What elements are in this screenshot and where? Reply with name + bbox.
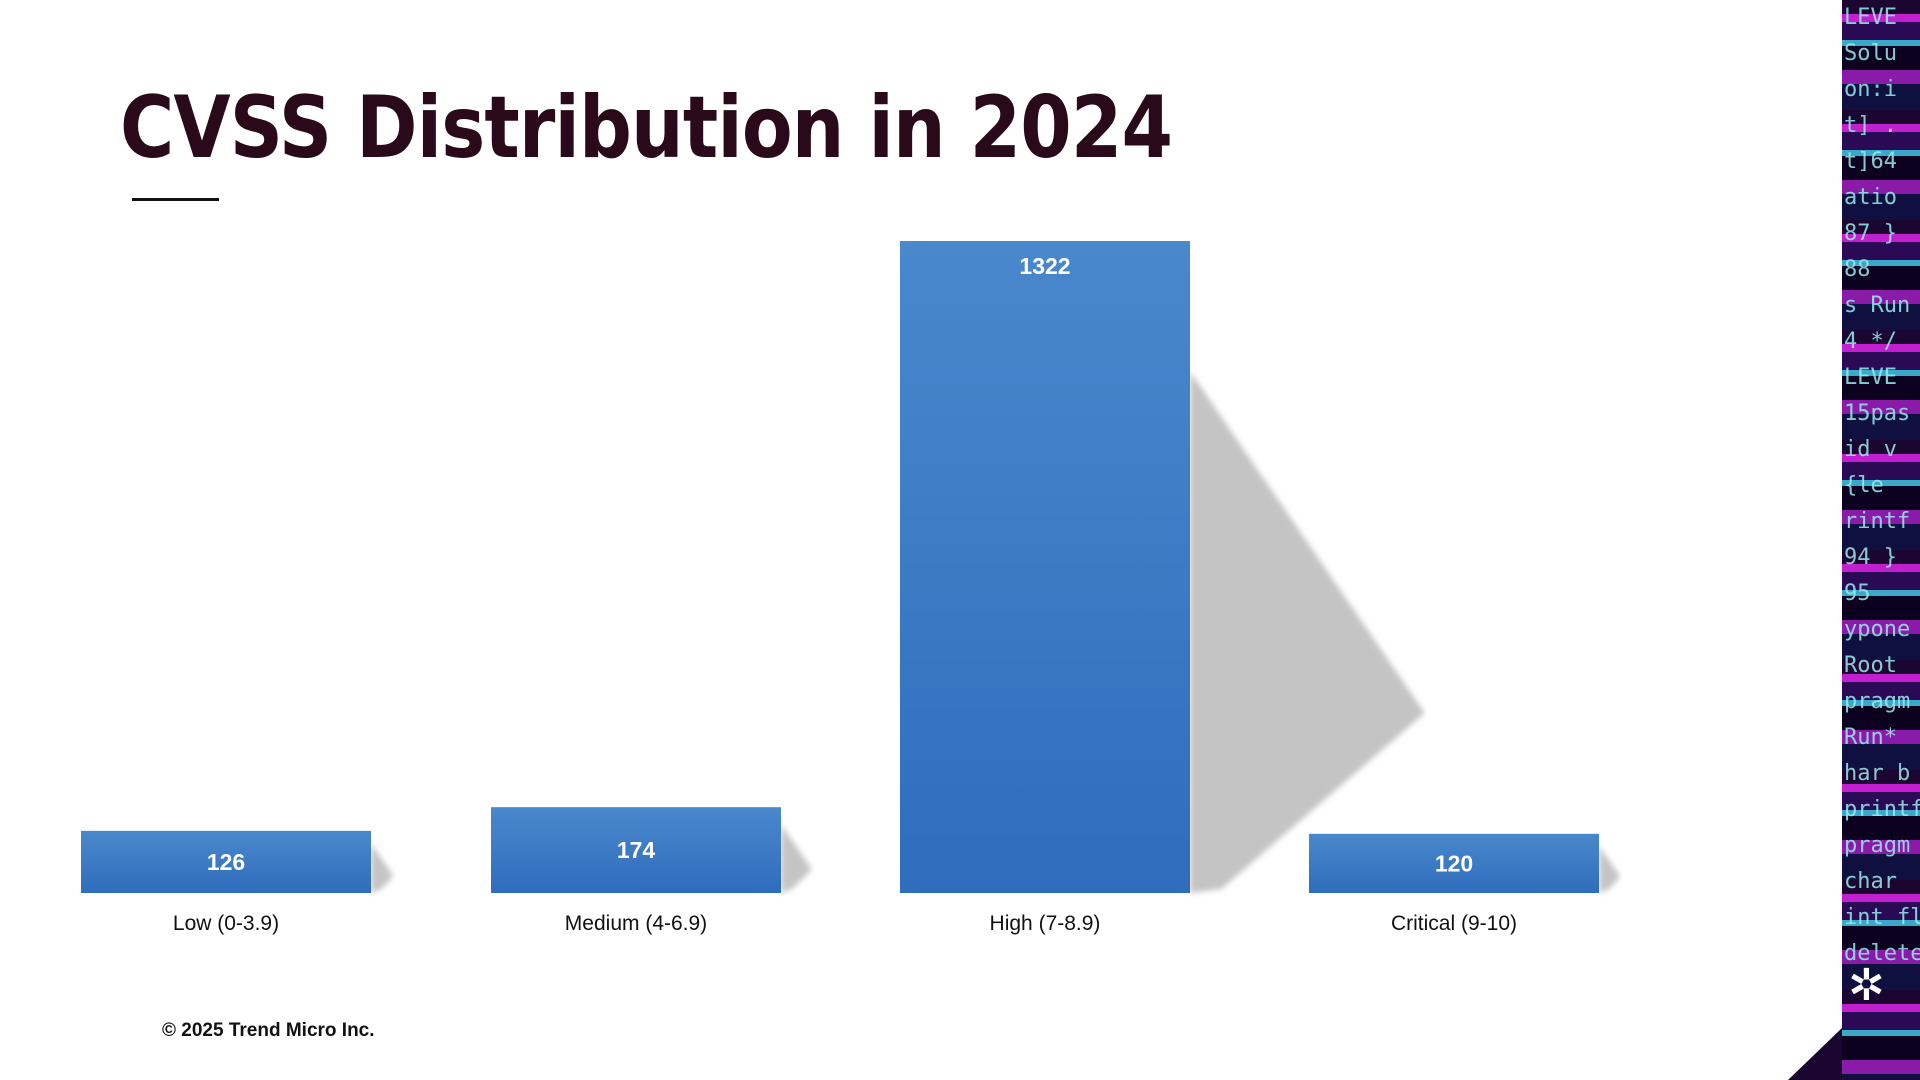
bar-shadow [1599, 845, 1621, 893]
bar-0 [81, 830, 371, 893]
bar-shadow [371, 843, 394, 893]
data-label: 174 [617, 837, 656, 863]
corner-decoration [1788, 1028, 1842, 1080]
code-text: LEVE Solu on:i t] . t]64 atio 87 } 88 s … [1844, 5, 1920, 966]
bar-chart: 126 Low (0-3.9) 174 Medium (4-6.9) 1322 High … [81, 241, 1621, 935]
category-label: Medium (4-6.9) [565, 912, 707, 935]
data-label: 1322 [1019, 253, 1070, 279]
bar-3 [1309, 833, 1599, 893]
data-label: 120 [1435, 850, 1473, 876]
title-underline [132, 198, 219, 201]
bar-shadow [1190, 371, 1425, 893]
data-label: 126 [207, 849, 245, 875]
bar-1 [491, 807, 781, 893]
category-label: Low (0-3.9) [173, 912, 279, 935]
beetle-logo-icon: ✲ [1848, 961, 1885, 1010]
bar-2 [900, 241, 1190, 893]
category-label: High (7-8.9) [990, 912, 1101, 935]
category-label: Critical (9-10) [1391, 912, 1517, 935]
bar-shadow [781, 824, 812, 893]
chart-title: CVSS Distribution in 2024 [120, 78, 1173, 178]
copyright-text: © 2025 Trend Micro Inc. [162, 1020, 375, 1041]
decorative-code-strip: LEVE Solu on:i t] . t]64 atio 87 } 88 s … [1842, 0, 1920, 1080]
